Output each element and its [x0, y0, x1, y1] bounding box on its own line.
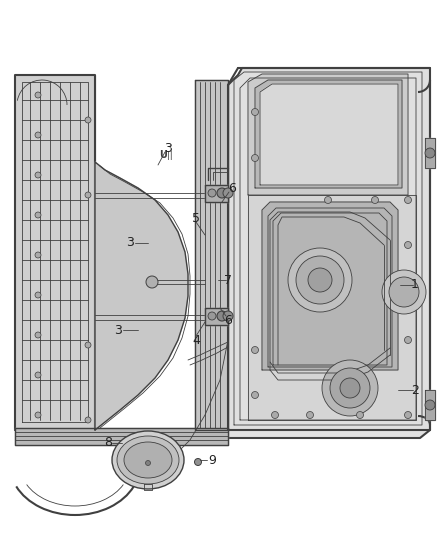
- Polygon shape: [205, 308, 228, 325]
- Circle shape: [35, 332, 41, 338]
- Text: 9: 9: [208, 454, 216, 466]
- Circle shape: [340, 378, 360, 398]
- Polygon shape: [260, 84, 398, 185]
- Text: 3: 3: [114, 324, 122, 336]
- Circle shape: [217, 188, 227, 198]
- Circle shape: [251, 392, 258, 399]
- Circle shape: [85, 117, 91, 123]
- Text: 8: 8: [104, 437, 112, 449]
- Circle shape: [35, 412, 41, 418]
- Polygon shape: [205, 185, 228, 202]
- Circle shape: [307, 411, 314, 418]
- Circle shape: [405, 336, 411, 343]
- Circle shape: [35, 212, 41, 218]
- Circle shape: [389, 277, 419, 307]
- Polygon shape: [195, 80, 228, 430]
- Polygon shape: [425, 390, 435, 420]
- Circle shape: [223, 311, 233, 321]
- Ellipse shape: [124, 442, 172, 478]
- Polygon shape: [15, 75, 95, 430]
- Text: 4: 4: [192, 334, 200, 346]
- Polygon shape: [95, 162, 188, 430]
- Polygon shape: [15, 428, 228, 445]
- Circle shape: [35, 132, 41, 138]
- Circle shape: [425, 148, 435, 158]
- Text: 6: 6: [228, 182, 236, 195]
- Polygon shape: [425, 138, 435, 168]
- Polygon shape: [248, 195, 416, 420]
- Text: 7: 7: [224, 273, 232, 287]
- Circle shape: [208, 189, 216, 197]
- Circle shape: [425, 400, 435, 410]
- Circle shape: [251, 155, 258, 161]
- Text: 2: 2: [411, 384, 419, 397]
- Circle shape: [35, 252, 41, 258]
- Text: 1: 1: [411, 279, 419, 292]
- Circle shape: [405, 411, 411, 418]
- Circle shape: [272, 411, 279, 418]
- Circle shape: [35, 372, 41, 378]
- Polygon shape: [228, 68, 430, 438]
- Circle shape: [85, 417, 91, 423]
- Circle shape: [405, 197, 411, 204]
- Circle shape: [145, 461, 151, 465]
- Text: 3: 3: [164, 141, 172, 155]
- Circle shape: [322, 360, 378, 416]
- Circle shape: [288, 248, 352, 312]
- Circle shape: [382, 270, 426, 314]
- Ellipse shape: [112, 431, 184, 489]
- Circle shape: [330, 368, 370, 408]
- Circle shape: [371, 197, 378, 204]
- Text: 5: 5: [192, 212, 200, 224]
- Polygon shape: [255, 80, 402, 188]
- Circle shape: [35, 172, 41, 178]
- Circle shape: [208, 312, 216, 320]
- Text: 3: 3: [126, 237, 134, 249]
- Circle shape: [35, 92, 41, 98]
- Circle shape: [308, 268, 332, 292]
- Circle shape: [217, 311, 227, 321]
- Circle shape: [251, 346, 258, 353]
- Circle shape: [85, 192, 91, 198]
- Circle shape: [325, 197, 332, 204]
- Ellipse shape: [117, 436, 179, 484]
- Text: U: U: [159, 150, 167, 160]
- Circle shape: [194, 458, 201, 465]
- Polygon shape: [248, 74, 408, 195]
- Circle shape: [357, 411, 364, 418]
- Text: 6: 6: [224, 313, 232, 327]
- Circle shape: [251, 109, 258, 116]
- Circle shape: [296, 256, 344, 304]
- Circle shape: [223, 188, 233, 198]
- Circle shape: [85, 342, 91, 348]
- Polygon shape: [262, 202, 398, 370]
- Text: ||: ||: [167, 150, 173, 159]
- Circle shape: [146, 276, 158, 288]
- Circle shape: [405, 241, 411, 248]
- Circle shape: [35, 292, 41, 298]
